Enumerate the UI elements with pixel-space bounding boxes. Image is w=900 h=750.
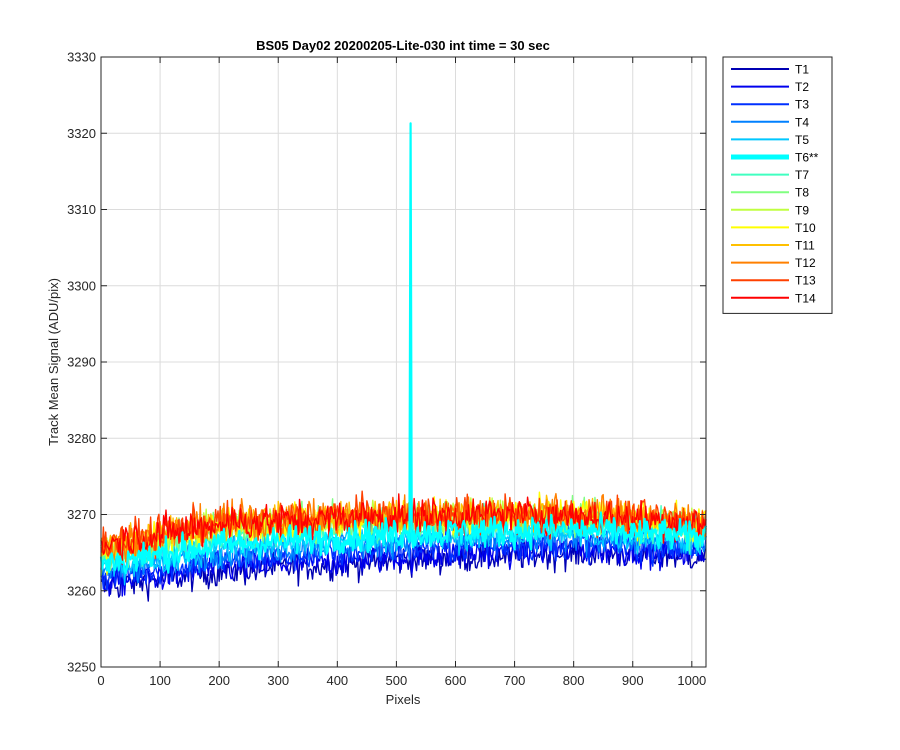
y-tick-label: 3300 — [67, 278, 96, 293]
x-tick-label: 900 — [622, 673, 644, 688]
x-tick-label: 800 — [563, 673, 585, 688]
y-tick-label: 3330 — [67, 50, 96, 65]
x-tick-label: 200 — [208, 673, 230, 688]
legend-label: T5 — [795, 133, 809, 147]
x-axis-label: Pixels — [386, 692, 421, 707]
y-tick-label: 3320 — [67, 126, 96, 141]
legend-label: T7 — [795, 168, 809, 182]
legend-box — [722, 56, 833, 314]
legend: T1 T2 T3 T4 T5 T6** T7 T8 T9 T10 T11 T12 T13 T14 — [722, 56, 833, 314]
x-tick-label: 500 — [386, 673, 408, 688]
legend-label: T9 — [795, 203, 809, 217]
legend-label: T3 — [795, 98, 809, 112]
legend-label: T13 — [795, 274, 816, 288]
y-axis-label: Track Mean Signal (ADU/pix) — [46, 278, 61, 446]
y-tick-label: 3310 — [67, 202, 96, 217]
legend-label: T11 — [795, 239, 815, 253]
x-tick-label: 700 — [504, 673, 526, 688]
legend-label: T2 — [795, 80, 809, 94]
x-tick-label: 1000 — [677, 673, 706, 688]
legend-label: T1 — [795, 63, 809, 77]
x-tick-label: 0 — [97, 673, 104, 688]
series-layer — [99, 122, 708, 602]
y-tick-label: 3270 — [67, 507, 96, 522]
legend-label: T10 — [795, 221, 816, 235]
legend-label: T4 — [795, 115, 809, 129]
ticks: 0 100 200 300 400 500 600 700 800 900 1000 3250 3260… — [67, 50, 706, 689]
y-tick-label: 3260 — [67, 583, 96, 598]
x-tick-label: 300 — [267, 673, 289, 688]
x-tick-label: 100 — [149, 673, 171, 688]
x-tick-label: 600 — [445, 673, 467, 688]
series-line-t6 — [99, 122, 708, 575]
legend-label: T12 — [795, 256, 816, 270]
x-tick-label: 400 — [326, 673, 348, 688]
y-tick-label: 3290 — [67, 355, 96, 370]
legend-label: T6** — [795, 151, 819, 165]
y-tick-label: 3280 — [67, 431, 96, 446]
legend-label: T8 — [795, 186, 809, 200]
legend-label: T14 — [795, 291, 816, 305]
chart-title: BS05 Day02 20200205-Lite-030 int time = … — [256, 38, 550, 53]
y-tick-label: 3250 — [67, 660, 96, 675]
